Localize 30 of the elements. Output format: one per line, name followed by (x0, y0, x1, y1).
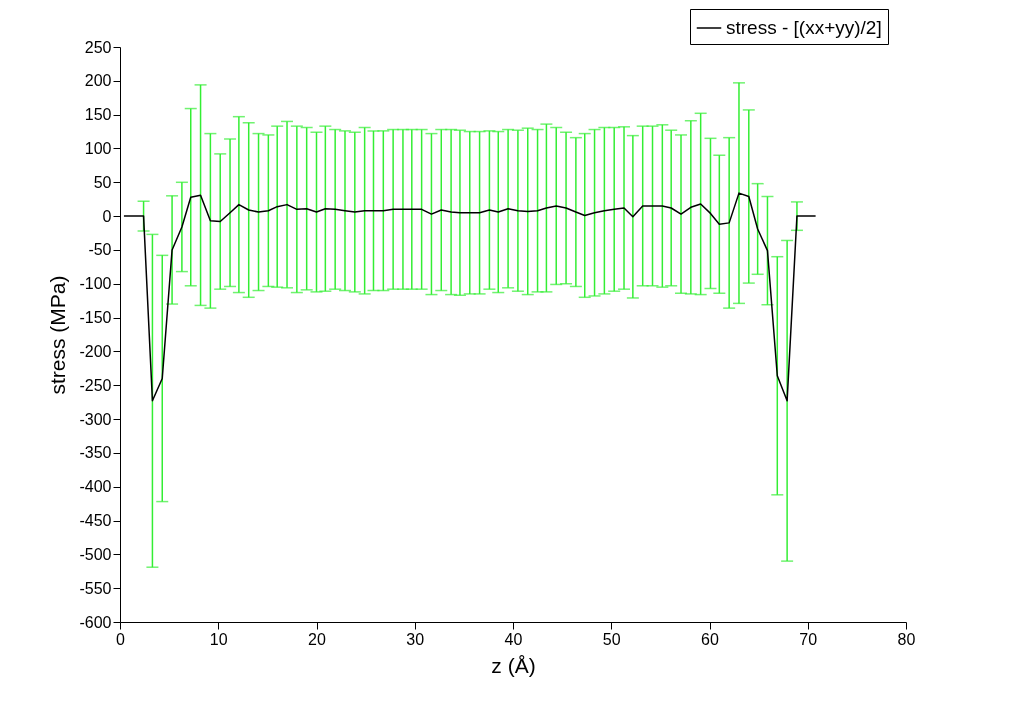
y-tick-label: -450 (79, 512, 112, 530)
y-tick-label: -500 (79, 545, 112, 563)
y-tick-label: 50 (93, 173, 112, 191)
y-tick-label: 0 (102, 207, 112, 225)
x-tick-label: 30 (406, 630, 425, 648)
x-tick-label: 80 (897, 630, 916, 648)
y-tick-label: 150 (84, 106, 112, 124)
y-tick-label: -50 (88, 241, 112, 259)
y-tick-label: -150 (79, 309, 112, 327)
y-tick-label: -250 (79, 376, 112, 394)
y-tick-label: -100 (79, 275, 112, 293)
x-tick-label: 50 (602, 630, 621, 648)
x-tick-label: 20 (308, 630, 326, 648)
y-tick-label: -300 (79, 410, 112, 428)
x-tick-label: 40 (504, 630, 523, 648)
y-tick-label: -400 (79, 478, 112, 496)
y-tick-label: -200 (79, 342, 112, 360)
x-tick-label: 70 (799, 630, 818, 648)
x-tick-label: 60 (701, 630, 719, 648)
x-tick-label: 10 (209, 630, 228, 648)
x-tick-label: 0 (116, 630, 126, 648)
legend-label: stress - [(xx+yy)/2] (726, 17, 882, 38)
y-axis-title: stress (MPa) (46, 275, 70, 395)
y-tick-label: -350 (79, 444, 112, 462)
y-tick-label: -550 (79, 579, 112, 597)
x-axis-title: z (Å) (491, 653, 536, 677)
y-tick-label: -600 (79, 613, 112, 631)
y-tick-label: 250 (84, 38, 112, 56)
y-tick-label: 200 (84, 72, 112, 90)
y-tick-label: 100 (84, 139, 112, 157)
